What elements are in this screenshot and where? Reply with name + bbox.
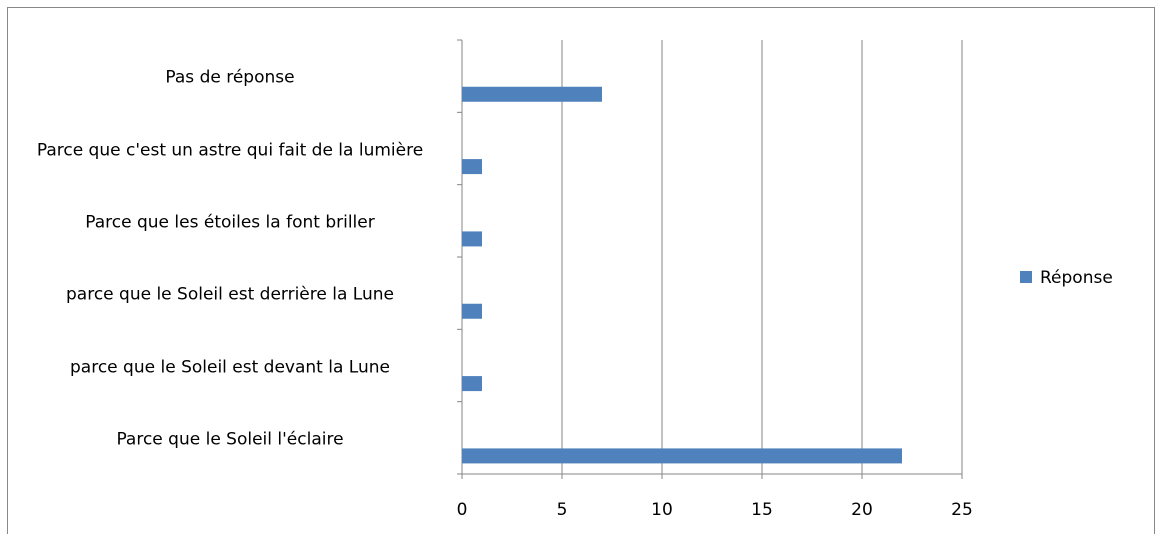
- y-tick-label: Parce que le Soleil l'éclaire: [116, 429, 344, 450]
- x-tick-label: 10: [651, 500, 673, 520]
- bar: [462, 159, 482, 175]
- bar: [462, 448, 902, 464]
- x-tick-label: 20: [851, 500, 873, 520]
- bar: [462, 86, 602, 102]
- chart-border: [7, 7, 1155, 534]
- y-tick-label: Parce que c'est un astre qui fait de la …: [36, 140, 424, 161]
- x-tick-label: 15: [751, 500, 773, 520]
- bar: [462, 303, 482, 319]
- bar: [462, 376, 482, 392]
- x-tick-label: 0: [457, 500, 468, 520]
- legend-label: Réponse: [1040, 268, 1113, 288]
- y-tick-label: parce que le Soleil est derrière la Lune: [66, 284, 394, 305]
- y-tick-label: Pas de réponse: [165, 67, 295, 88]
- bar: [462, 231, 482, 247]
- legend-swatch: [1020, 271, 1032, 283]
- x-tick-label: 5: [557, 500, 568, 520]
- y-tick-label: parce que le Soleil est devant la Lune: [70, 357, 390, 378]
- x-tick-label: 25: [951, 500, 973, 520]
- y-tick-label: Parce que les étoiles la font briller: [85, 212, 375, 233]
